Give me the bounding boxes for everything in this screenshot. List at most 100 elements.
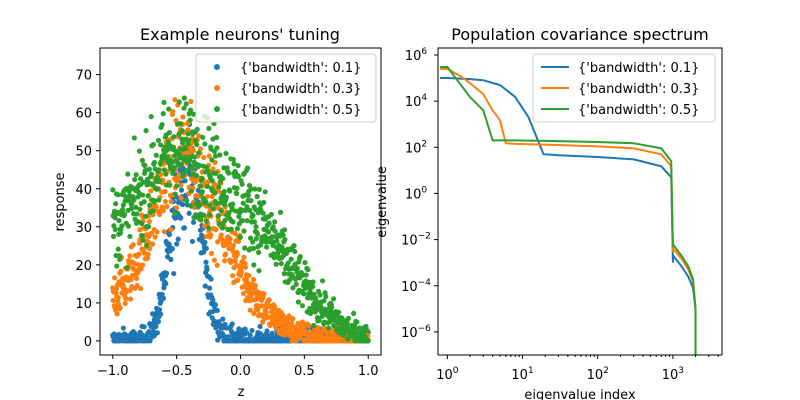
scatter-point xyxy=(274,238,280,244)
scatter-point xyxy=(185,131,191,137)
scatter-point xyxy=(259,303,265,309)
scatter-point xyxy=(363,323,369,330)
scatter-point xyxy=(260,319,266,325)
scatter-point xyxy=(197,146,204,152)
scatter-point xyxy=(288,256,294,262)
scatter-point xyxy=(231,161,237,167)
x-tick-label: 1.0 xyxy=(358,364,379,379)
scatter-point xyxy=(178,215,184,221)
scatter-point xyxy=(211,257,217,263)
scatter-point xyxy=(205,225,212,231)
scatter-point xyxy=(186,137,192,143)
right-legend-label-1: {'bandwidth': 0.1} xyxy=(578,61,699,76)
scatter-point xyxy=(164,154,170,160)
scatter-point xyxy=(250,239,256,245)
scatter-point xyxy=(237,234,243,240)
scatter-point xyxy=(117,305,123,311)
left-legend: {'bandwidth': 0.1} {'bandwidth': 0.3} {'… xyxy=(195,53,377,123)
scatter-point xyxy=(171,270,177,277)
scatter-point xyxy=(141,199,147,205)
scatter-point xyxy=(232,258,238,264)
scatter-point xyxy=(225,334,231,340)
scatter-point xyxy=(302,259,308,266)
scatter-point xyxy=(163,270,170,276)
scatter-point xyxy=(299,303,306,309)
scatter-point xyxy=(160,295,167,301)
scatter-point xyxy=(195,187,201,193)
scatter-point xyxy=(297,253,303,260)
scatter-point xyxy=(241,228,247,234)
scatter-point xyxy=(126,188,132,195)
scatter-point xyxy=(144,242,150,249)
scatter-point xyxy=(252,282,258,288)
scatter-point xyxy=(188,107,194,113)
scatter-point xyxy=(175,236,181,242)
scatter-point xyxy=(196,150,202,156)
scatter-point xyxy=(112,215,118,221)
scatter-point xyxy=(239,217,246,224)
scatter-point xyxy=(238,269,245,275)
scatter-point xyxy=(336,309,342,315)
scatter-point xyxy=(142,167,148,174)
scatter-point xyxy=(189,238,196,245)
scatter-point xyxy=(133,275,140,281)
scatter-point xyxy=(179,128,185,134)
right-y-axis-label: eigenvalue xyxy=(375,166,390,238)
scatter-point xyxy=(154,174,160,180)
scatter-point xyxy=(190,148,197,154)
scatter-point xyxy=(329,304,335,310)
scatter-point xyxy=(151,159,158,166)
scatter-point xyxy=(228,226,234,232)
scatter-point xyxy=(150,141,156,148)
scatter-point xyxy=(133,204,139,210)
scatter-point xyxy=(199,175,205,181)
tick-label: 101 xyxy=(511,366,533,383)
scatter-point xyxy=(250,212,256,219)
scatter-point xyxy=(245,192,251,199)
scatter-point xyxy=(128,296,134,302)
scatter-point xyxy=(183,101,189,107)
scatter-point xyxy=(354,319,360,325)
scatter-point xyxy=(200,134,206,140)
scatter-point xyxy=(202,141,208,147)
scatter-point xyxy=(206,125,212,132)
scatter-point xyxy=(365,338,371,344)
scatter-point xyxy=(199,189,205,195)
right-chart-title: Population covariance spectrum xyxy=(451,25,708,44)
scatter-point xyxy=(319,278,326,284)
scatter-point xyxy=(247,235,254,241)
scatter-point xyxy=(194,126,200,132)
scatter-point xyxy=(257,323,263,330)
scatter-point xyxy=(140,237,146,243)
scatter-point xyxy=(279,244,285,250)
scatter-point xyxy=(216,184,222,190)
scatter-point xyxy=(326,325,332,331)
scatter-point xyxy=(178,195,184,201)
scatter-point xyxy=(242,264,249,270)
scatter-point xyxy=(288,320,295,327)
scatter-point xyxy=(156,197,162,203)
scatter-point xyxy=(192,154,198,160)
scatter-point xyxy=(214,262,220,268)
scatter-point xyxy=(235,174,242,180)
right-x-ticks: 100 101 102 103 xyxy=(436,355,719,383)
left-chart-title: Example neurons' tuning xyxy=(140,25,340,44)
scatter-point xyxy=(167,182,173,188)
scatter-point xyxy=(156,307,163,313)
scatter-point xyxy=(213,134,220,141)
scatter-point xyxy=(137,206,143,212)
left-x-axis-label: z xyxy=(238,385,245,400)
scatter-point xyxy=(270,224,276,230)
scatter-point xyxy=(196,201,202,207)
scatter-point xyxy=(202,239,208,245)
scatter-point xyxy=(281,271,287,277)
scatter-point xyxy=(187,157,193,163)
scatter-point xyxy=(217,152,223,158)
scatter-point xyxy=(124,265,130,271)
scatter-point xyxy=(148,230,155,237)
scatter-point xyxy=(308,295,315,301)
scatter-point xyxy=(248,186,254,192)
scatter-point xyxy=(178,161,185,167)
scatter-point xyxy=(156,167,162,173)
